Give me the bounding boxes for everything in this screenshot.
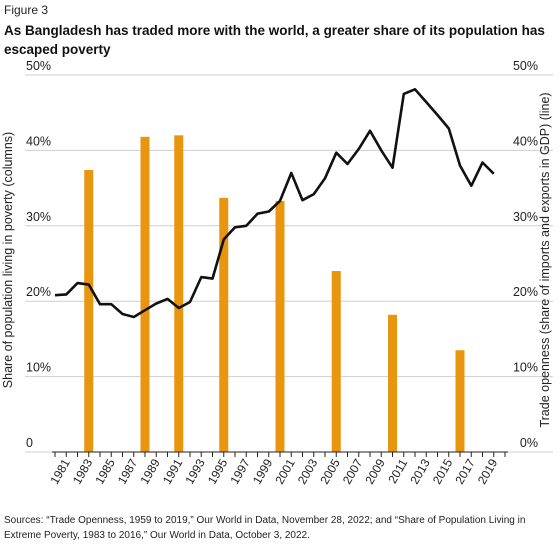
x-tick-label: 2005	[317, 456, 343, 486]
chart-title: As Bangladesh has traded more with the w…	[4, 23, 545, 57]
x-tick-label: 1995	[205, 456, 231, 486]
x-tick-label: 2019	[475, 456, 501, 486]
x-tick-label: 1991	[160, 456, 186, 486]
x-tick-label: 1999	[250, 456, 276, 486]
x-tick-label: 1993	[182, 456, 208, 486]
poverty-bar	[331, 271, 341, 452]
x-tick-label: 1989	[137, 456, 163, 486]
trade-openness-series	[54, 88, 495, 319]
right-axis-ticks: 0% 10% 20% 30% 40% 50%	[513, 59, 538, 450]
trade-openness-line	[54, 88, 495, 319]
poverty-bar	[174, 135, 184, 452]
right-axis-label: Trade openness (share of imports and exp…	[538, 92, 552, 427]
poverty-bar	[219, 197, 229, 452]
gridlines	[25, 74, 553, 453]
poverty-bar	[275, 200, 285, 452]
poverty-bar	[84, 170, 94, 452]
right-tick-label: 30%	[513, 210, 538, 224]
poverty-bars	[84, 135, 465, 452]
x-tick-label: 2003	[295, 456, 321, 486]
x-tick-label: 2007	[340, 456, 366, 486]
poverty-bar	[388, 314, 397, 452]
x-tick-label: 1997	[227, 456, 253, 486]
x-tick-label: 2001	[272, 456, 298, 486]
x-tick-label: 2017	[452, 456, 478, 486]
x-tick-label: 2015	[430, 456, 456, 486]
right-tick-label: 20%	[513, 285, 538, 299]
x-tick-label: 1981	[47, 456, 73, 486]
figure-label: Figure 3	[4, 3, 49, 17]
right-tick-label: 40%	[513, 134, 538, 148]
left-tick-label: 20%	[26, 285, 51, 299]
left-tick-label: 40%	[26, 134, 51, 148]
poverty-bar	[140, 136, 150, 452]
x-axis: 1981198319851987198919911993199519971999…	[47, 451, 508, 487]
right-tick-label: 50%	[513, 59, 538, 73]
x-tick-label: 1987	[115, 456, 141, 486]
poverty-bar	[455, 350, 465, 452]
x-tick-label: 2013	[407, 456, 433, 486]
left-tick-label: 30%	[26, 210, 51, 224]
left-tick-label: 50%	[26, 59, 51, 73]
x-tick-label: 1983	[70, 456, 96, 486]
left-axis-label: Share of population living in poverty (c…	[1, 132, 15, 388]
left-axis-ticks: 0 10% 20% 30% 40% 50%	[26, 59, 51, 450]
right-tick-label: 10%	[513, 361, 538, 375]
x-tick-label: 1985	[92, 456, 118, 486]
right-tick-label: 0%	[520, 436, 538, 450]
x-tick-label: 2011	[385, 456, 410, 486]
x-tick-label: 2009	[362, 456, 388, 486]
left-tick-label: 0	[26, 436, 33, 450]
left-tick-label: 10%	[26, 361, 51, 375]
source-note: Sources: “Trade Openness, 1959 to 2019,”…	[4, 515, 526, 541]
